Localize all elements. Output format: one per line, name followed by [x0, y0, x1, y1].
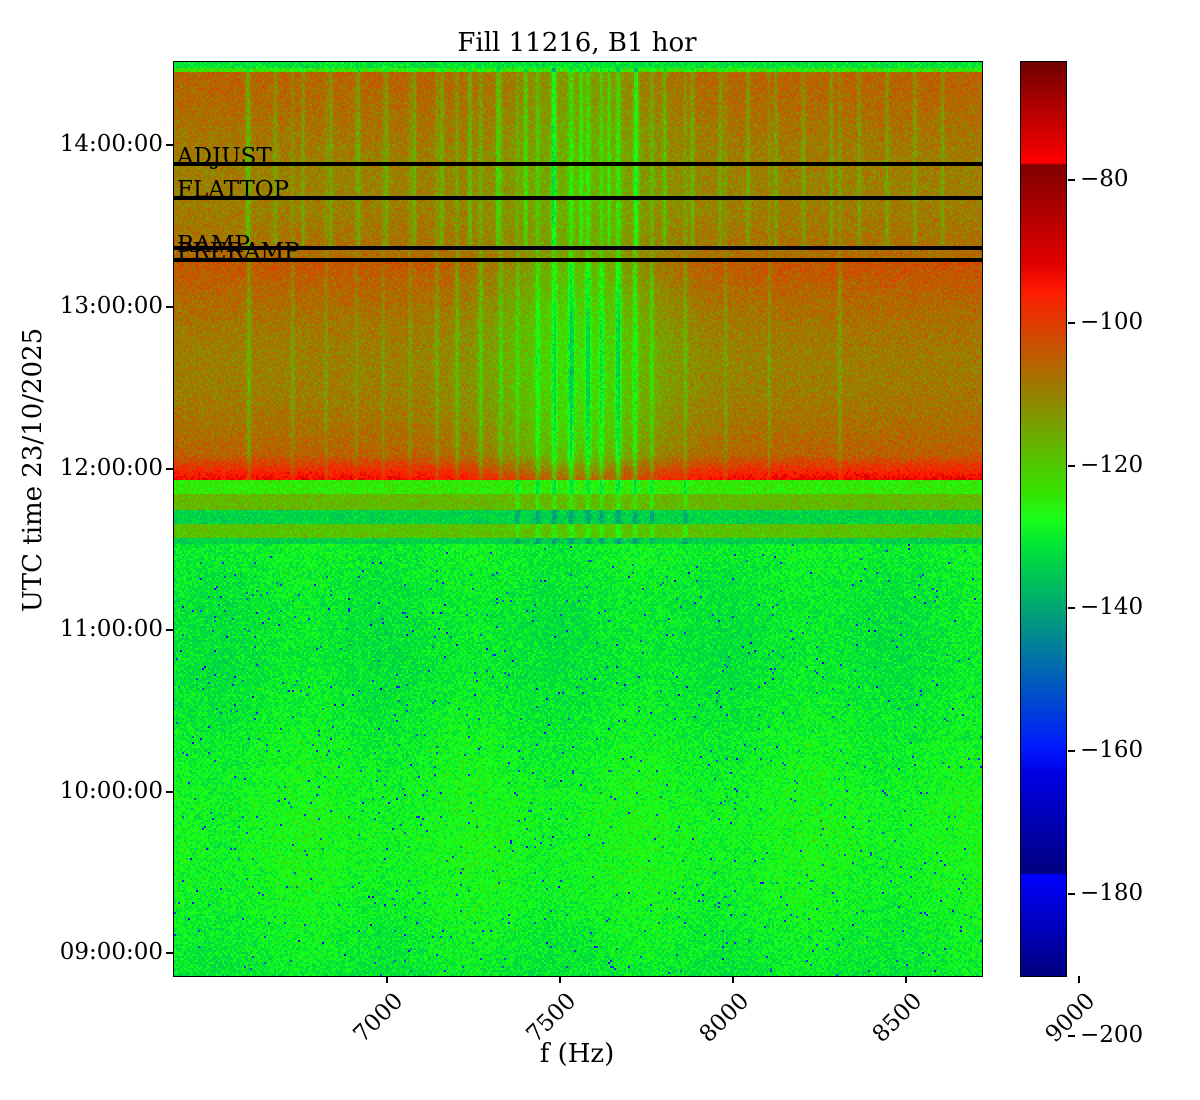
- y-tick-label: 09:00:00: [59, 939, 163, 965]
- y-tick-mark: [166, 629, 173, 631]
- y-tick-label: 12:00:00: [59, 455, 163, 481]
- x-tick-mark: [559, 976, 561, 983]
- y-tick-mark: [166, 144, 173, 146]
- y-axis-label: UTC time 23/10/2025: [18, 327, 48, 613]
- y-tick-mark: [166, 306, 173, 308]
- x-tick-mark: [905, 976, 907, 983]
- colorbar-tick-mark: [1068, 607, 1075, 609]
- state-boundary-line: [174, 258, 982, 262]
- colorbar-tick-label: −120: [1080, 452, 1144, 478]
- colorbar-tick-mark: [1068, 322, 1075, 324]
- y-tick-label: 11:00:00: [59, 616, 163, 642]
- y-tick-label: 14:00:00: [59, 131, 163, 157]
- state-label-preramp: PRERAMP: [177, 239, 300, 265]
- y-axis-ticks: 14:00:00 13:00:00 12:00:00 11:00:00 10:00:00…: [0, 61, 163, 975]
- state-boundary-line: [174, 162, 982, 166]
- colorbar-tick-label: −80: [1080, 166, 1129, 192]
- state-label-ramp: RAMP: [177, 232, 250, 258]
- y-tick-mark: [166, 952, 173, 954]
- colorbar-tick-label: −180: [1080, 880, 1144, 906]
- page-title: Fill 11216, B1 hor: [457, 28, 697, 58]
- x-tick-mark: [386, 976, 388, 983]
- y-tick-mark: [166, 791, 173, 793]
- heatmap-axes[interactable]: ADJUSTFLATTOPRAMPPRERAMPINJPHYS: [173, 61, 983, 977]
- y-tick-label: 10:00:00: [59, 778, 163, 804]
- colorbar-tick-label: −160: [1080, 737, 1144, 763]
- colorbar-tick-mark: [1068, 750, 1075, 752]
- x-tick-mark: [1078, 976, 1080, 983]
- state-label-flattop: FLATTOP: [177, 177, 290, 203]
- state-label-adjust: ADJUST: [177, 144, 272, 170]
- y-tick-mark: [166, 468, 173, 470]
- spectrogram-image: [174, 62, 982, 976]
- colorbar-tick-label: −200: [1080, 1022, 1144, 1048]
- colorbar-tick-label: −100: [1080, 309, 1144, 335]
- colorbar-tick-mark: [1068, 893, 1075, 895]
- x-tick-mark: [732, 976, 734, 983]
- state-boundary-line: [174, 246, 982, 250]
- x-axis-label: f (Hz): [539, 1039, 615, 1069]
- colorbar-tick-mark: [1068, 465, 1075, 467]
- colorbar[interactable]: [1020, 61, 1067, 977]
- y-tick-label: 13:00:00: [59, 293, 163, 319]
- state-boundary-line: [174, 196, 982, 200]
- colorbar-tick-label: −140: [1080, 594, 1144, 620]
- colorbar-gradient: [1021, 62, 1066, 976]
- colorbar-tick-mark: [1068, 179, 1075, 181]
- colorbar-tick-mark: [1068, 1035, 1075, 1037]
